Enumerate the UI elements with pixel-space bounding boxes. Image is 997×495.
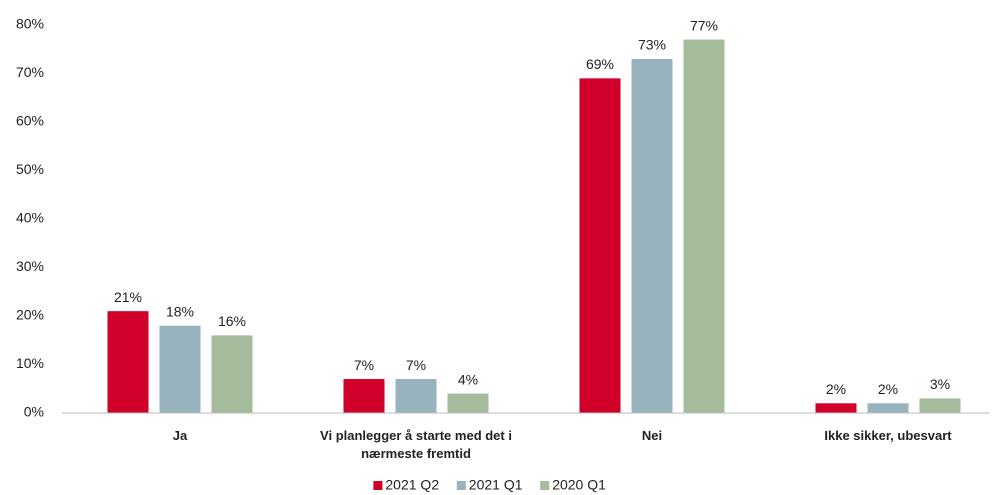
x-tick-label-box: Ikke sikker, ubesvart <box>824 428 952 443</box>
y-tick-label: 30% <box>16 258 44 274</box>
data-label: 7% <box>406 357 426 373</box>
bar <box>395 379 437 413</box>
bar <box>159 325 201 413</box>
x-tick-label: Vi planlegger å starte med det i nærmest… <box>320 428 512 461</box>
x-tick-label: Ikke sikker, ubesvart <box>824 428 952 443</box>
data-label: 2% <box>878 381 898 397</box>
bar <box>211 335 253 413</box>
y-tick-label: 60% <box>16 113 44 129</box>
data-label: 2% <box>826 381 846 397</box>
x-tick-label-box: Ja <box>172 428 188 443</box>
bar <box>343 379 385 413</box>
bar <box>107 311 149 413</box>
legend-label: 2020 Q1 <box>552 477 606 493</box>
legend-swatch <box>373 481 383 490</box>
bar <box>447 393 489 413</box>
bar <box>683 39 725 414</box>
data-label: 7% <box>354 357 374 373</box>
bar <box>815 403 857 413</box>
legend-swatch <box>540 481 550 490</box>
y-tick-label: 10% <box>16 355 44 371</box>
legend-swatch <box>456 481 466 490</box>
x-tick-label-box: Nei <box>641 428 663 443</box>
y-tick-label: 70% <box>16 64 44 80</box>
bar <box>579 78 621 413</box>
data-label: 69% <box>586 56 614 72</box>
y-tick-label: 50% <box>16 161 44 177</box>
y-tick-label: 20% <box>16 307 44 323</box>
legend-label: 2021 Q2 <box>385 477 439 493</box>
data-label: 3% <box>930 376 950 392</box>
x-tick-label: Nei <box>641 428 663 443</box>
data-label: 73% <box>638 37 666 53</box>
y-tick-label: 80% <box>16 16 44 32</box>
bar <box>631 58 673 413</box>
y-tick-label: 0% <box>24 404 44 420</box>
data-label: 21% <box>114 289 142 305</box>
x-tick-label: Ja <box>172 428 188 443</box>
data-label: 18% <box>166 303 194 319</box>
bar <box>867 403 909 413</box>
data-label: 16% <box>218 313 246 329</box>
y-tick-label: 40% <box>16 210 44 226</box>
legend-label: 2021 Q1 <box>469 477 523 493</box>
bar <box>919 398 961 413</box>
data-label: 77% <box>690 17 718 33</box>
data-label: 4% <box>458 371 478 387</box>
x-tick-label-box: Vi planlegger å starte med det i nærmest… <box>320 428 512 461</box>
